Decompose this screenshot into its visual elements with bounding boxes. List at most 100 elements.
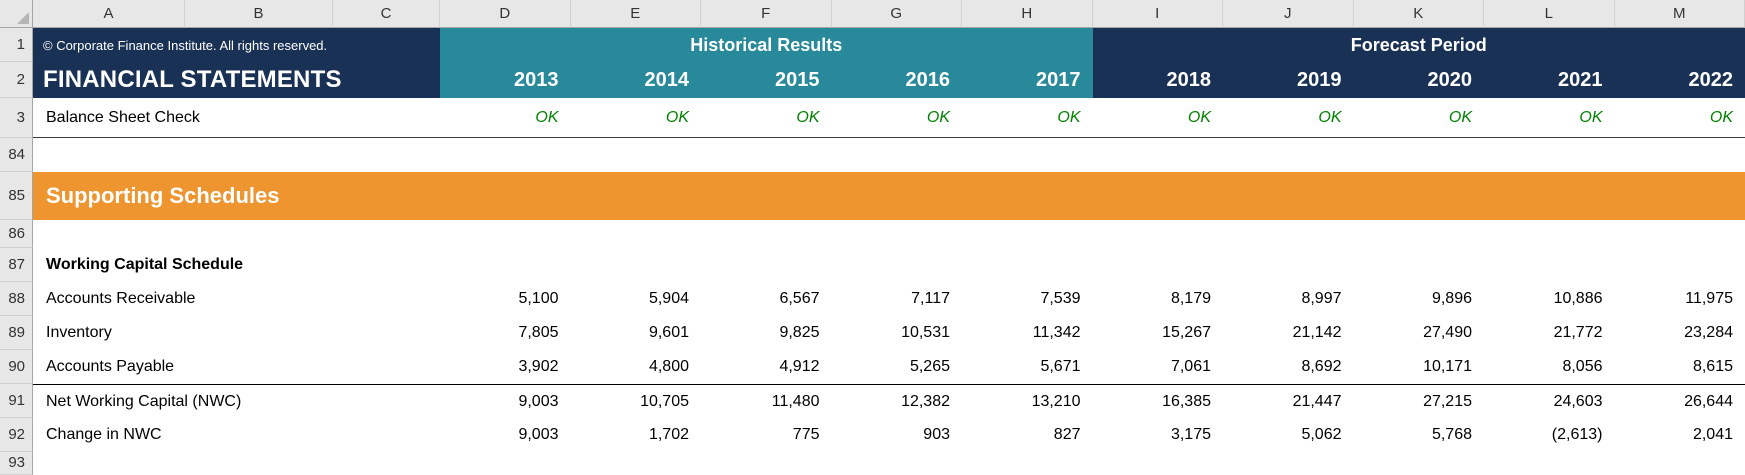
cell-historical-results[interactable]: Historical Results — [440, 28, 1093, 62]
cell-row-label[interactable]: Accounts Receivable — [46, 290, 196, 307]
data-cell[interactable]: 10,531 — [901, 324, 950, 341]
data-cell[interactable]: 13,210 — [1031, 392, 1081, 410]
row-header-89[interactable]: 89 — [0, 316, 33, 350]
column-header-C[interactable]: C — [333, 0, 440, 28]
column-header-I[interactable]: I — [1092, 0, 1223, 28]
year-header-cell[interactable]: 2013 — [514, 68, 559, 91]
data-cell[interactable]: 21,142 — [1292, 324, 1342, 341]
data-cell[interactable]: 4,912 — [779, 358, 820, 375]
data-cell[interactable]: 11,342 — [1032, 324, 1081, 341]
data-cell[interactable]: (2,613) — [1551, 426, 1603, 443]
empty-row-cells[interactable] — [33, 452, 1745, 475]
check-cell[interactable]: OK — [1579, 108, 1603, 126]
data-cell[interactable]: 9,003 — [518, 392, 559, 410]
year-header-cell[interactable]: 2021 — [1558, 68, 1603, 91]
row-header-93[interactable]: 93 — [0, 452, 33, 475]
row-header-84[interactable]: 84 — [0, 138, 33, 172]
row-header-2[interactable]: 2 — [0, 62, 33, 98]
data-cell[interactable]: 5,904 — [648, 290, 689, 307]
cell-forecast-period[interactable]: Forecast Period — [1092, 28, 1745, 62]
column-header-A[interactable]: A — [33, 0, 185, 28]
data-cell[interactable]: 5,062 — [1301, 426, 1342, 443]
column-header-F[interactable]: F — [701, 0, 832, 28]
year-header-cell[interactable]: 2014 — [644, 68, 690, 91]
data-cell[interactable]: 21,447 — [1292, 392, 1342, 410]
check-cell[interactable]: OK — [1057, 108, 1081, 126]
data-cell[interactable]: 9,825 — [779, 324, 820, 341]
data-cell[interactable]: 3,175 — [1170, 426, 1211, 443]
data-cell[interactable]: 5,671 — [1040, 358, 1081, 375]
cell-row-label[interactable]: Change in NWC — [46, 426, 162, 443]
data-cell[interactable]: 7,061 — [1170, 358, 1211, 375]
data-cell[interactable]: 12,382 — [901, 392, 950, 410]
check-cell[interactable]: OK — [1709, 108, 1733, 126]
check-cell[interactable]: OK — [796, 108, 820, 126]
data-cell[interactable]: 9,601 — [648, 324, 689, 341]
row-header-92[interactable]: 92 — [0, 418, 33, 452]
data-cell[interactable]: 6,567 — [779, 290, 820, 307]
row-header-1[interactable]: 1 — [0, 28, 33, 62]
data-cell[interactable]: 11,480 — [771, 392, 820, 410]
empty-row-cells[interactable] — [440, 248, 1745, 282]
data-cell[interactable]: 10,171 — [1423, 358, 1472, 375]
data-cell[interactable]: 8,692 — [1301, 358, 1342, 375]
column-header-E[interactable]: E — [570, 0, 701, 28]
cell-working-capital-schedule-title[interactable]: Working Capital Schedule — [46, 256, 244, 273]
data-cell[interactable]: 7,539 — [1040, 290, 1081, 307]
empty-row-cells[interactable] — [33, 220, 1745, 248]
data-cell[interactable]: 16,385 — [1162, 392, 1211, 410]
column-header-H[interactable]: H — [962, 0, 1093, 28]
cell-row-label[interactable]: Accounts Payable — [46, 358, 175, 375]
cell-financial-statements-title[interactable]: FINANCIAL STATEMENTS — [33, 62, 440, 98]
column-header-M[interactable]: M — [1614, 0, 1745, 28]
column-header-B[interactable]: B — [185, 0, 333, 28]
check-cell[interactable]: OK — [535, 108, 559, 126]
cell-copyright[interactable]: © Corporate Finance Institute. All right… — [33, 28, 440, 62]
column-header-G[interactable]: G — [831, 0, 962, 28]
row-header-90[interactable]: 90 — [0, 350, 33, 384]
cell-row-label[interactable]: Inventory — [46, 324, 112, 341]
data-cell[interactable]: 827 — [1053, 426, 1081, 443]
check-cell[interactable]: OK — [1448, 108, 1472, 126]
check-cell[interactable]: OK — [926, 108, 950, 126]
data-cell[interactable]: 8,056 — [1562, 358, 1603, 375]
data-cell[interactable]: 21,772 — [1553, 324, 1603, 341]
row-header-91[interactable]: 91 — [0, 384, 33, 418]
year-header-cell[interactable]: 2016 — [905, 68, 951, 91]
data-cell[interactable]: 24,603 — [1553, 392, 1603, 410]
data-cell[interactable]: 8,179 — [1170, 290, 1211, 307]
data-cell[interactable]: 2,041 — [1692, 426, 1733, 443]
data-cell[interactable]: 7,117 — [911, 290, 950, 307]
data-cell[interactable]: 5,100 — [518, 290, 559, 307]
data-cell[interactable]: 10,705 — [640, 392, 689, 410]
cell-supporting-schedules-banner[interactable]: Supporting Schedules — [33, 172, 1745, 220]
check-cell[interactable]: OK — [665, 108, 689, 126]
cell-row-label[interactable]: Net Working Capital (NWC) — [46, 392, 242, 410]
row-header-3[interactable]: 3 — [0, 98, 33, 138]
data-cell[interactable]: 3,902 — [518, 358, 559, 375]
column-header-D[interactable]: D — [440, 0, 571, 28]
data-cell[interactable]: 775 — [792, 426, 820, 443]
row-header-86[interactable]: 86 — [0, 220, 33, 248]
data-cell[interactable]: 4,800 — [648, 358, 689, 375]
data-cell[interactable]: 8,997 — [1301, 290, 1342, 307]
data-cell[interactable]: 27,490 — [1423, 324, 1472, 341]
data-cell[interactable]: 8,615 — [1692, 358, 1733, 375]
data-cell[interactable]: 7,805 — [518, 324, 559, 341]
data-cell[interactable]: 1,702 — [648, 426, 689, 443]
data-cell[interactable]: 27,215 — [1423, 392, 1472, 410]
year-header-cell[interactable]: 2022 — [1688, 68, 1734, 91]
year-header-cell[interactable]: 2015 — [775, 68, 820, 91]
select-all-corner[interactable] — [0, 0, 33, 28]
data-cell[interactable]: 9,896 — [1431, 290, 1472, 307]
year-header-cell[interactable]: 2017 — [1036, 68, 1081, 91]
data-cell[interactable]: 5,768 — [1431, 426, 1472, 443]
check-cell[interactable]: OK — [1318, 108, 1342, 126]
column-header-L[interactable]: L — [1484, 0, 1615, 28]
row-header-85[interactable]: 85 — [0, 172, 33, 220]
data-cell[interactable]: 23,284 — [1684, 324, 1733, 341]
check-cell[interactable]: OK — [1187, 108, 1211, 126]
year-header-cell[interactable]: 2018 — [1166, 68, 1212, 91]
empty-row-cells[interactable] — [33, 138, 1745, 172]
column-header-K[interactable]: K — [1353, 0, 1484, 28]
